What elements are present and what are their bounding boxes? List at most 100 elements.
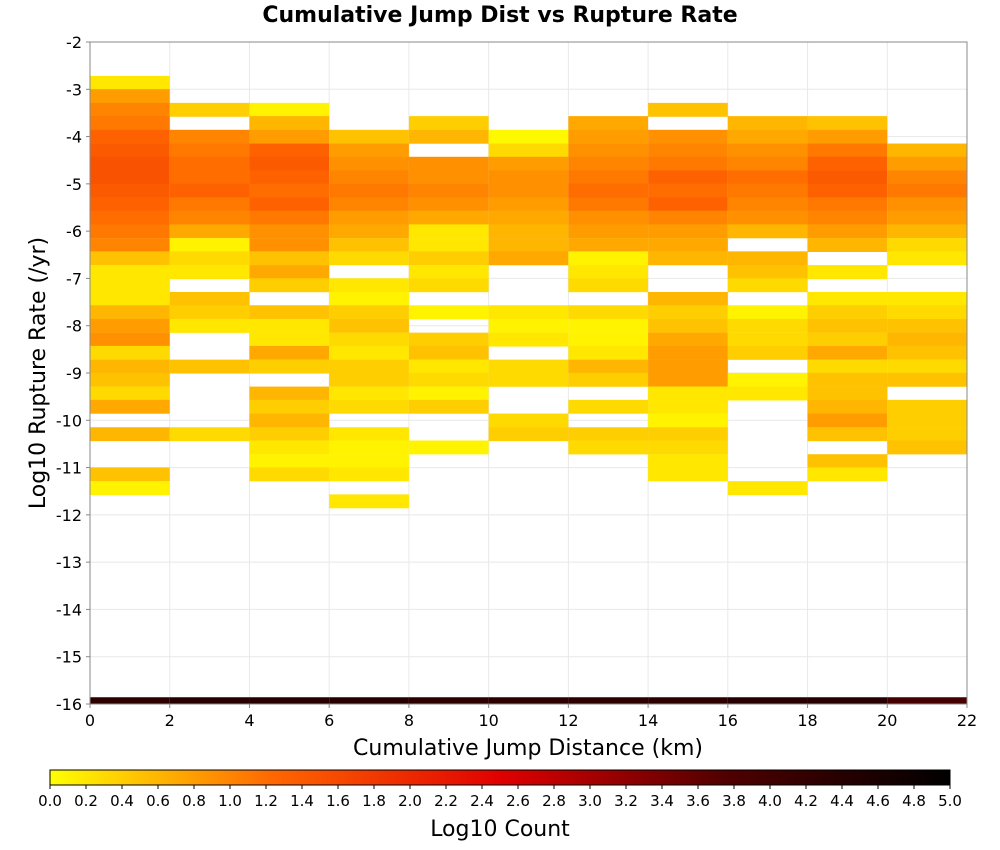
- heatmap-cell: [568, 156, 649, 171]
- heatmap-cell: [887, 305, 967, 320]
- y-tick-label: -11: [56, 459, 82, 478]
- heatmap-cell: [90, 305, 170, 320]
- heatmap-cell: [169, 292, 250, 306]
- heatmap-cell: [90, 75, 170, 90]
- heatmap-cell: [648, 224, 728, 239]
- y-axis-label: Log10 Rupture Rate (/yr): [26, 237, 51, 509]
- heatmap-cell: [408, 305, 489, 320]
- heatmap-cell: [329, 359, 409, 374]
- heatmap-cell: [249, 116, 330, 131]
- heatmap-cell: [488, 359, 569, 374]
- heatmap-cell: [90, 399, 170, 414]
- heatmap-cell: [90, 224, 170, 239]
- heatmap-cell: [249, 224, 330, 239]
- colorbar: [49, 769, 951, 786]
- heatmap-cell: [169, 359, 250, 374]
- heatmap-cell: [568, 143, 649, 158]
- heatmap-cell: [329, 183, 409, 198]
- heatmap-cell: [169, 183, 250, 198]
- heatmap-cell: [807, 332, 888, 347]
- heatmap-cell: [648, 399, 728, 414]
- heatmap-cell: [887, 210, 967, 225]
- x-tick-label: 4: [244, 711, 254, 730]
- heatmap-cell: [169, 238, 250, 253]
- heatmap-cell: [488, 251, 569, 266]
- heatmap-cell: [727, 278, 808, 293]
- y-tick-label: -16: [56, 695, 82, 714]
- heatmap-cell: [807, 292, 888, 306]
- heatmap-cell: [807, 143, 888, 158]
- heatmap-cell: [90, 292, 170, 306]
- colorbar-tick-label: 4.2: [794, 792, 818, 810]
- heatmap-cell: [727, 251, 808, 266]
- heatmap-cell: [887, 399, 967, 414]
- heatmap-cell: [249, 156, 330, 171]
- heatmap-cell: [727, 265, 808, 279]
- heatmap-cell: [329, 697, 409, 704]
- heatmap-cell: [408, 170, 489, 185]
- heatmap-cell: [568, 116, 649, 131]
- heatmap-cell: [169, 697, 250, 704]
- heatmap-cell: [568, 345, 649, 360]
- x-tick-label: 10: [478, 711, 498, 730]
- heatmap-cell: [648, 305, 728, 320]
- heatmap-cell: [887, 170, 967, 185]
- colorbar-ticks: 0.0 0.2 0.4 0.6 0.8 1.0 1.2 1.4 1.6 1.8 2.0 2.2 2.4 2…: [38, 785, 962, 810]
- heatmap-cell: [648, 170, 728, 185]
- heatmap-cell: [648, 183, 728, 198]
- heatmap-cell: [90, 467, 170, 482]
- heatmap-cell: [329, 318, 409, 333]
- heatmap-cell: [488, 197, 569, 212]
- heatmap-cell: [727, 129, 808, 144]
- x-tick-label: 8: [404, 711, 414, 730]
- heatmap-cell: [329, 494, 409, 509]
- heatmap-cell: [807, 454, 888, 469]
- heatmap-cell: [408, 210, 489, 225]
- heatmap-cell: [648, 156, 728, 171]
- heatmap-cell: [169, 129, 250, 144]
- heatmap-cell: [90, 251, 170, 266]
- heatmap-cell: [249, 440, 330, 455]
- heatmap-cell: [488, 143, 569, 158]
- heatmap-cell: [90, 156, 170, 171]
- heatmap-cell: [568, 265, 649, 279]
- colorbar-tick-label: 3.2: [614, 792, 638, 810]
- heatmap-cell: [408, 183, 489, 198]
- colorbar-tick-label: 3.0: [578, 792, 602, 810]
- heatmap-cell: [90, 697, 170, 704]
- heatmap-cell: [249, 359, 330, 374]
- heatmap-cell: [329, 454, 409, 469]
- heatmap-cell: [727, 332, 808, 347]
- x-tick-label: 20: [877, 711, 897, 730]
- heatmap-cell: [249, 454, 330, 469]
- heatmap-cell: [488, 305, 569, 320]
- heatmap-cell: [329, 399, 409, 414]
- heatmap-cell: [807, 238, 888, 253]
- y-tick-label: -4: [66, 128, 82, 147]
- heatmap-cell: [329, 143, 409, 158]
- heatmap-cell: [329, 197, 409, 212]
- heatmap-cell: [887, 238, 967, 253]
- heatmap-cell: [408, 372, 489, 387]
- y-tick-label: -15: [56, 648, 82, 667]
- heatmap-cell: [90, 372, 170, 387]
- heatmap-cell: [90, 143, 170, 158]
- heatmap-cell: [887, 197, 967, 212]
- heatmap-cell: [807, 697, 888, 704]
- heatmap-cell: [408, 399, 489, 414]
- heatmap-cell: [727, 224, 808, 239]
- colorbar-tick-label: 0.2: [74, 792, 98, 810]
- heatmap-cell: [727, 170, 808, 185]
- heatmap-cell: [169, 170, 250, 185]
- heatmap-cell: [648, 427, 728, 442]
- heatmap-cell: [169, 102, 250, 117]
- heatmap-cell: [249, 305, 330, 320]
- colorbar-tick-label: 0.6: [146, 792, 170, 810]
- heatmap-cell: [408, 224, 489, 239]
- heatmap-cell: [90, 427, 170, 442]
- y-tick-label: -10: [56, 411, 82, 430]
- heatmap-cell: [90, 318, 170, 333]
- heatmap-cell: [249, 129, 330, 144]
- heatmap-cell: [887, 440, 967, 455]
- colorbar-label: Log10 Count: [430, 817, 570, 842]
